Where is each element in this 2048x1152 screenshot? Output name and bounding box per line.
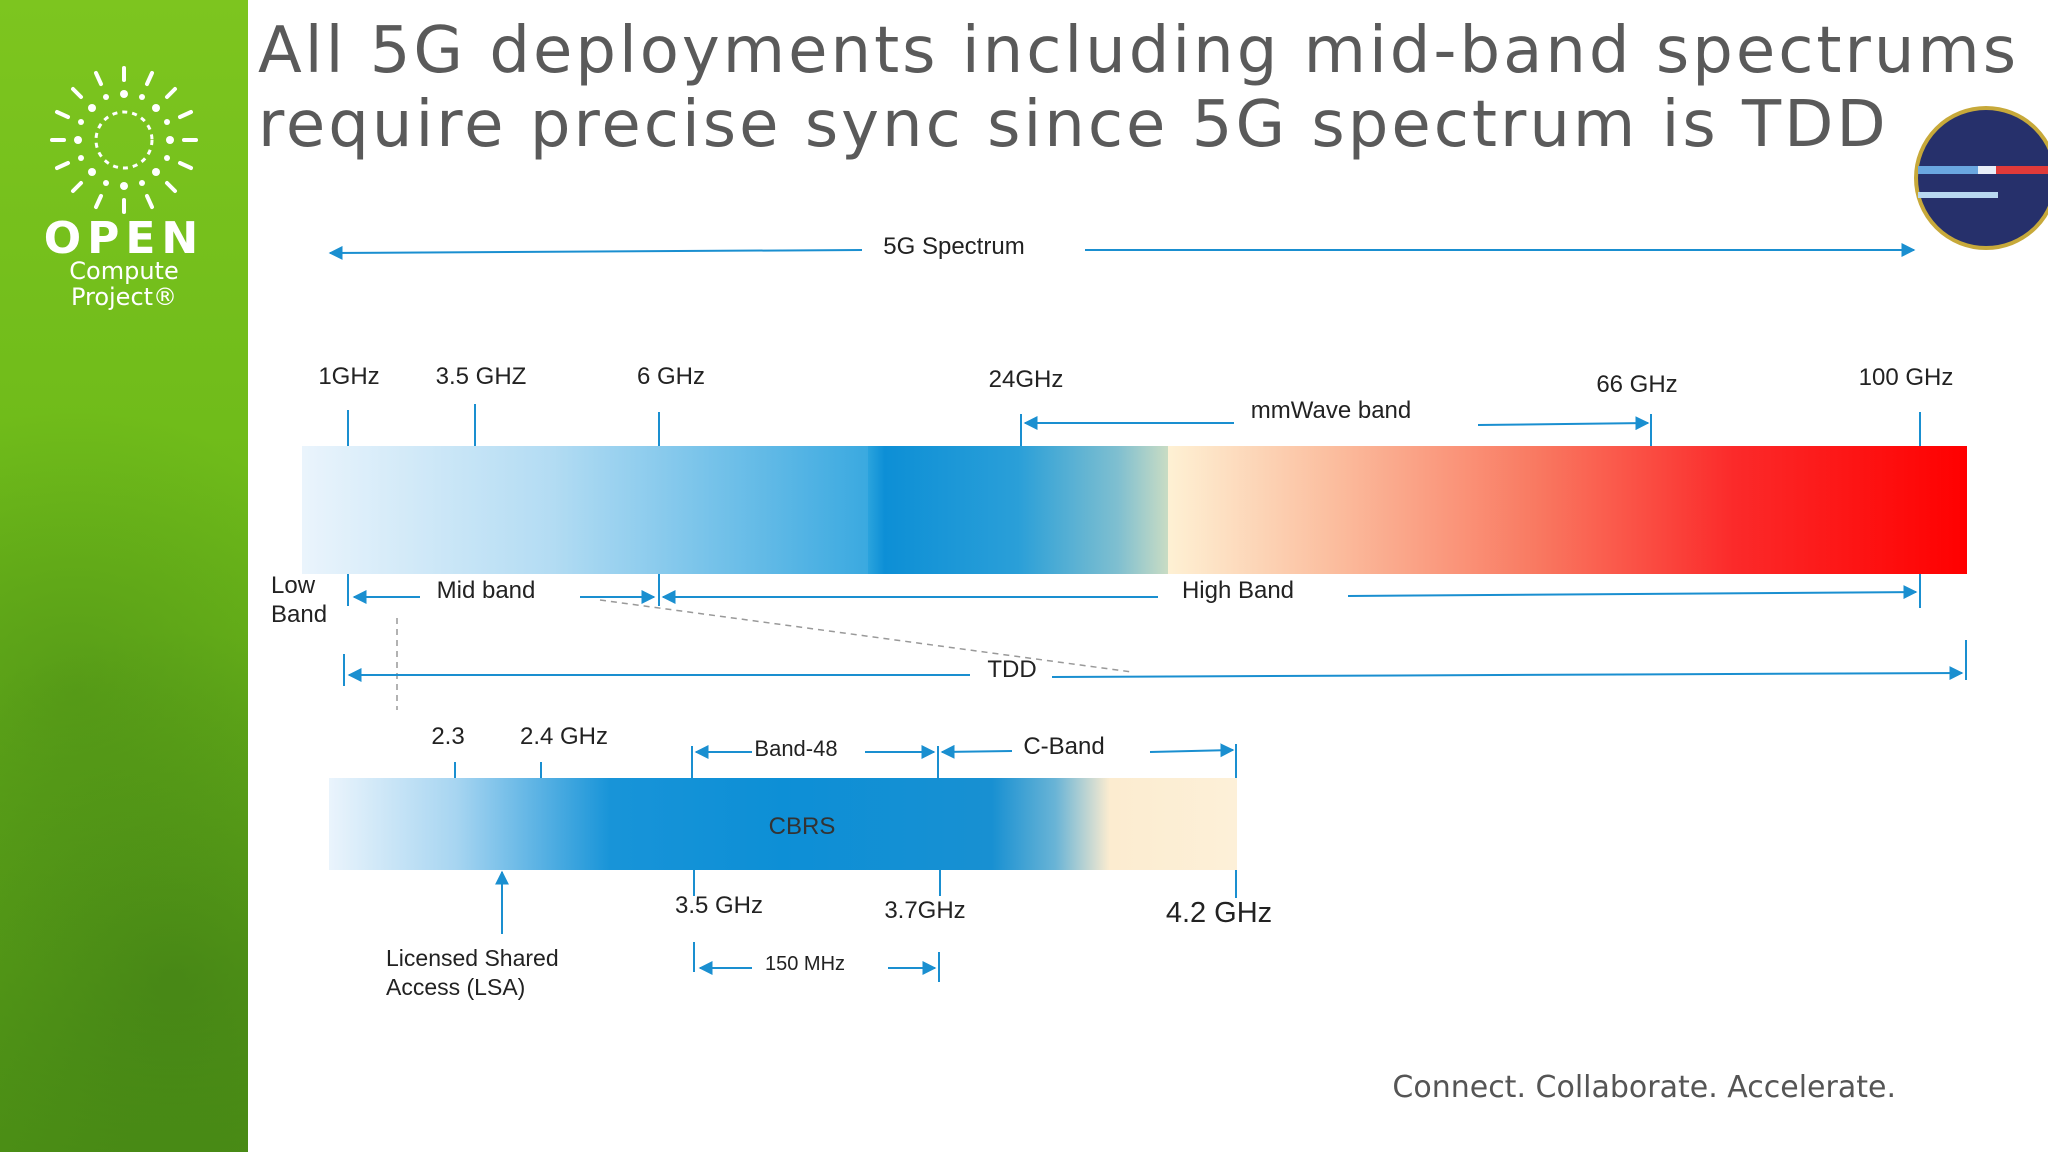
lsa-label-line1: Licensed Shared: [386, 945, 559, 971]
title-line-1: All 5G deployments including mid-band sp…: [258, 14, 2020, 88]
presenter-thumbnail: [1914, 106, 2048, 250]
upper-tick-lines: [347, 404, 1921, 446]
lsa-label-line2: Access (LSA): [386, 974, 525, 1000]
low-band-label-line2: Band: [271, 601, 327, 628]
tick-label-3-7ghz: 3.7GHz: [884, 897, 965, 924]
cbrs-label: CBRS: [769, 813, 836, 840]
cband-label: C-Band: [1023, 733, 1104, 760]
tdd-arrow-right: [1051, 666, 1964, 681]
cband-arrow-left: [940, 744, 1013, 759]
sidebar: OPEN Compute Project®: [0, 0, 248, 1152]
mmwave-arrow-right: [1477, 416, 1650, 431]
tick-label-1ghz: 1GHz: [318, 363, 379, 390]
tick-label-4-2ghz: 4.2 GHz: [1166, 897, 1272, 929]
cband-arrow-right: [1149, 743, 1235, 758]
cbrs-gradient-bar: [329, 778, 1237, 870]
slide-title: All 5G deployments including mid-band sp…: [258, 14, 2020, 162]
tick-label-66ghz: 66 GHz: [1596, 371, 1677, 398]
tick-label-3-5ghz: 3.5 GHZ: [436, 363, 527, 390]
high-band-arrow-right: [1347, 585, 1918, 600]
low-band-label-line1: Low: [271, 572, 316, 599]
lower-top-ticks: [454, 744, 1237, 778]
tick-label-6ghz: 6 GHz: [637, 363, 705, 390]
lower-bottom-ticks: [693, 870, 1237, 898]
mmwave-label: mmWave band: [1251, 397, 1412, 424]
spectrum-gradient-bar: [302, 446, 1967, 574]
ocp-logo-icon: [50, 66, 198, 214]
title-line-2: require precise sync since 5G spectrum i…: [258, 88, 1889, 162]
zoom-line-right: [599, 599, 1133, 673]
tick-label-3-5ghz-bottom: 3.5 GHz: [675, 892, 763, 919]
tick-label-2-4ghz: 2.4 GHz: [520, 723, 608, 750]
high-band-label: High Band: [1182, 577, 1294, 604]
logo-wordmark: OPEN: [43, 213, 205, 264]
tick-label-100ghz: 100 GHz: [1859, 364, 1954, 391]
band48-label: Band-48: [754, 736, 837, 761]
spectrum-label: 5G Spectrum: [883, 233, 1024, 260]
logo-subtitle-compute: Compute: [69, 257, 179, 285]
width-label: 150 MHz: [765, 953, 845, 975]
spectrum-arrow-left: [328, 245, 863, 260]
tick-label-2-3: 2.3: [431, 723, 464, 750]
band-boundary-lines: [347, 574, 1921, 608]
tdd-label: TDD: [987, 656, 1036, 683]
mid-band-label: Mid band: [437, 577, 536, 604]
footer-tagline: Connect. Collaborate. Accelerate.: [1392, 1070, 1896, 1105]
tick-label-24ghz: 24GHz: [989, 366, 1064, 393]
logo-subtitle-project: Project®: [70, 283, 178, 311]
